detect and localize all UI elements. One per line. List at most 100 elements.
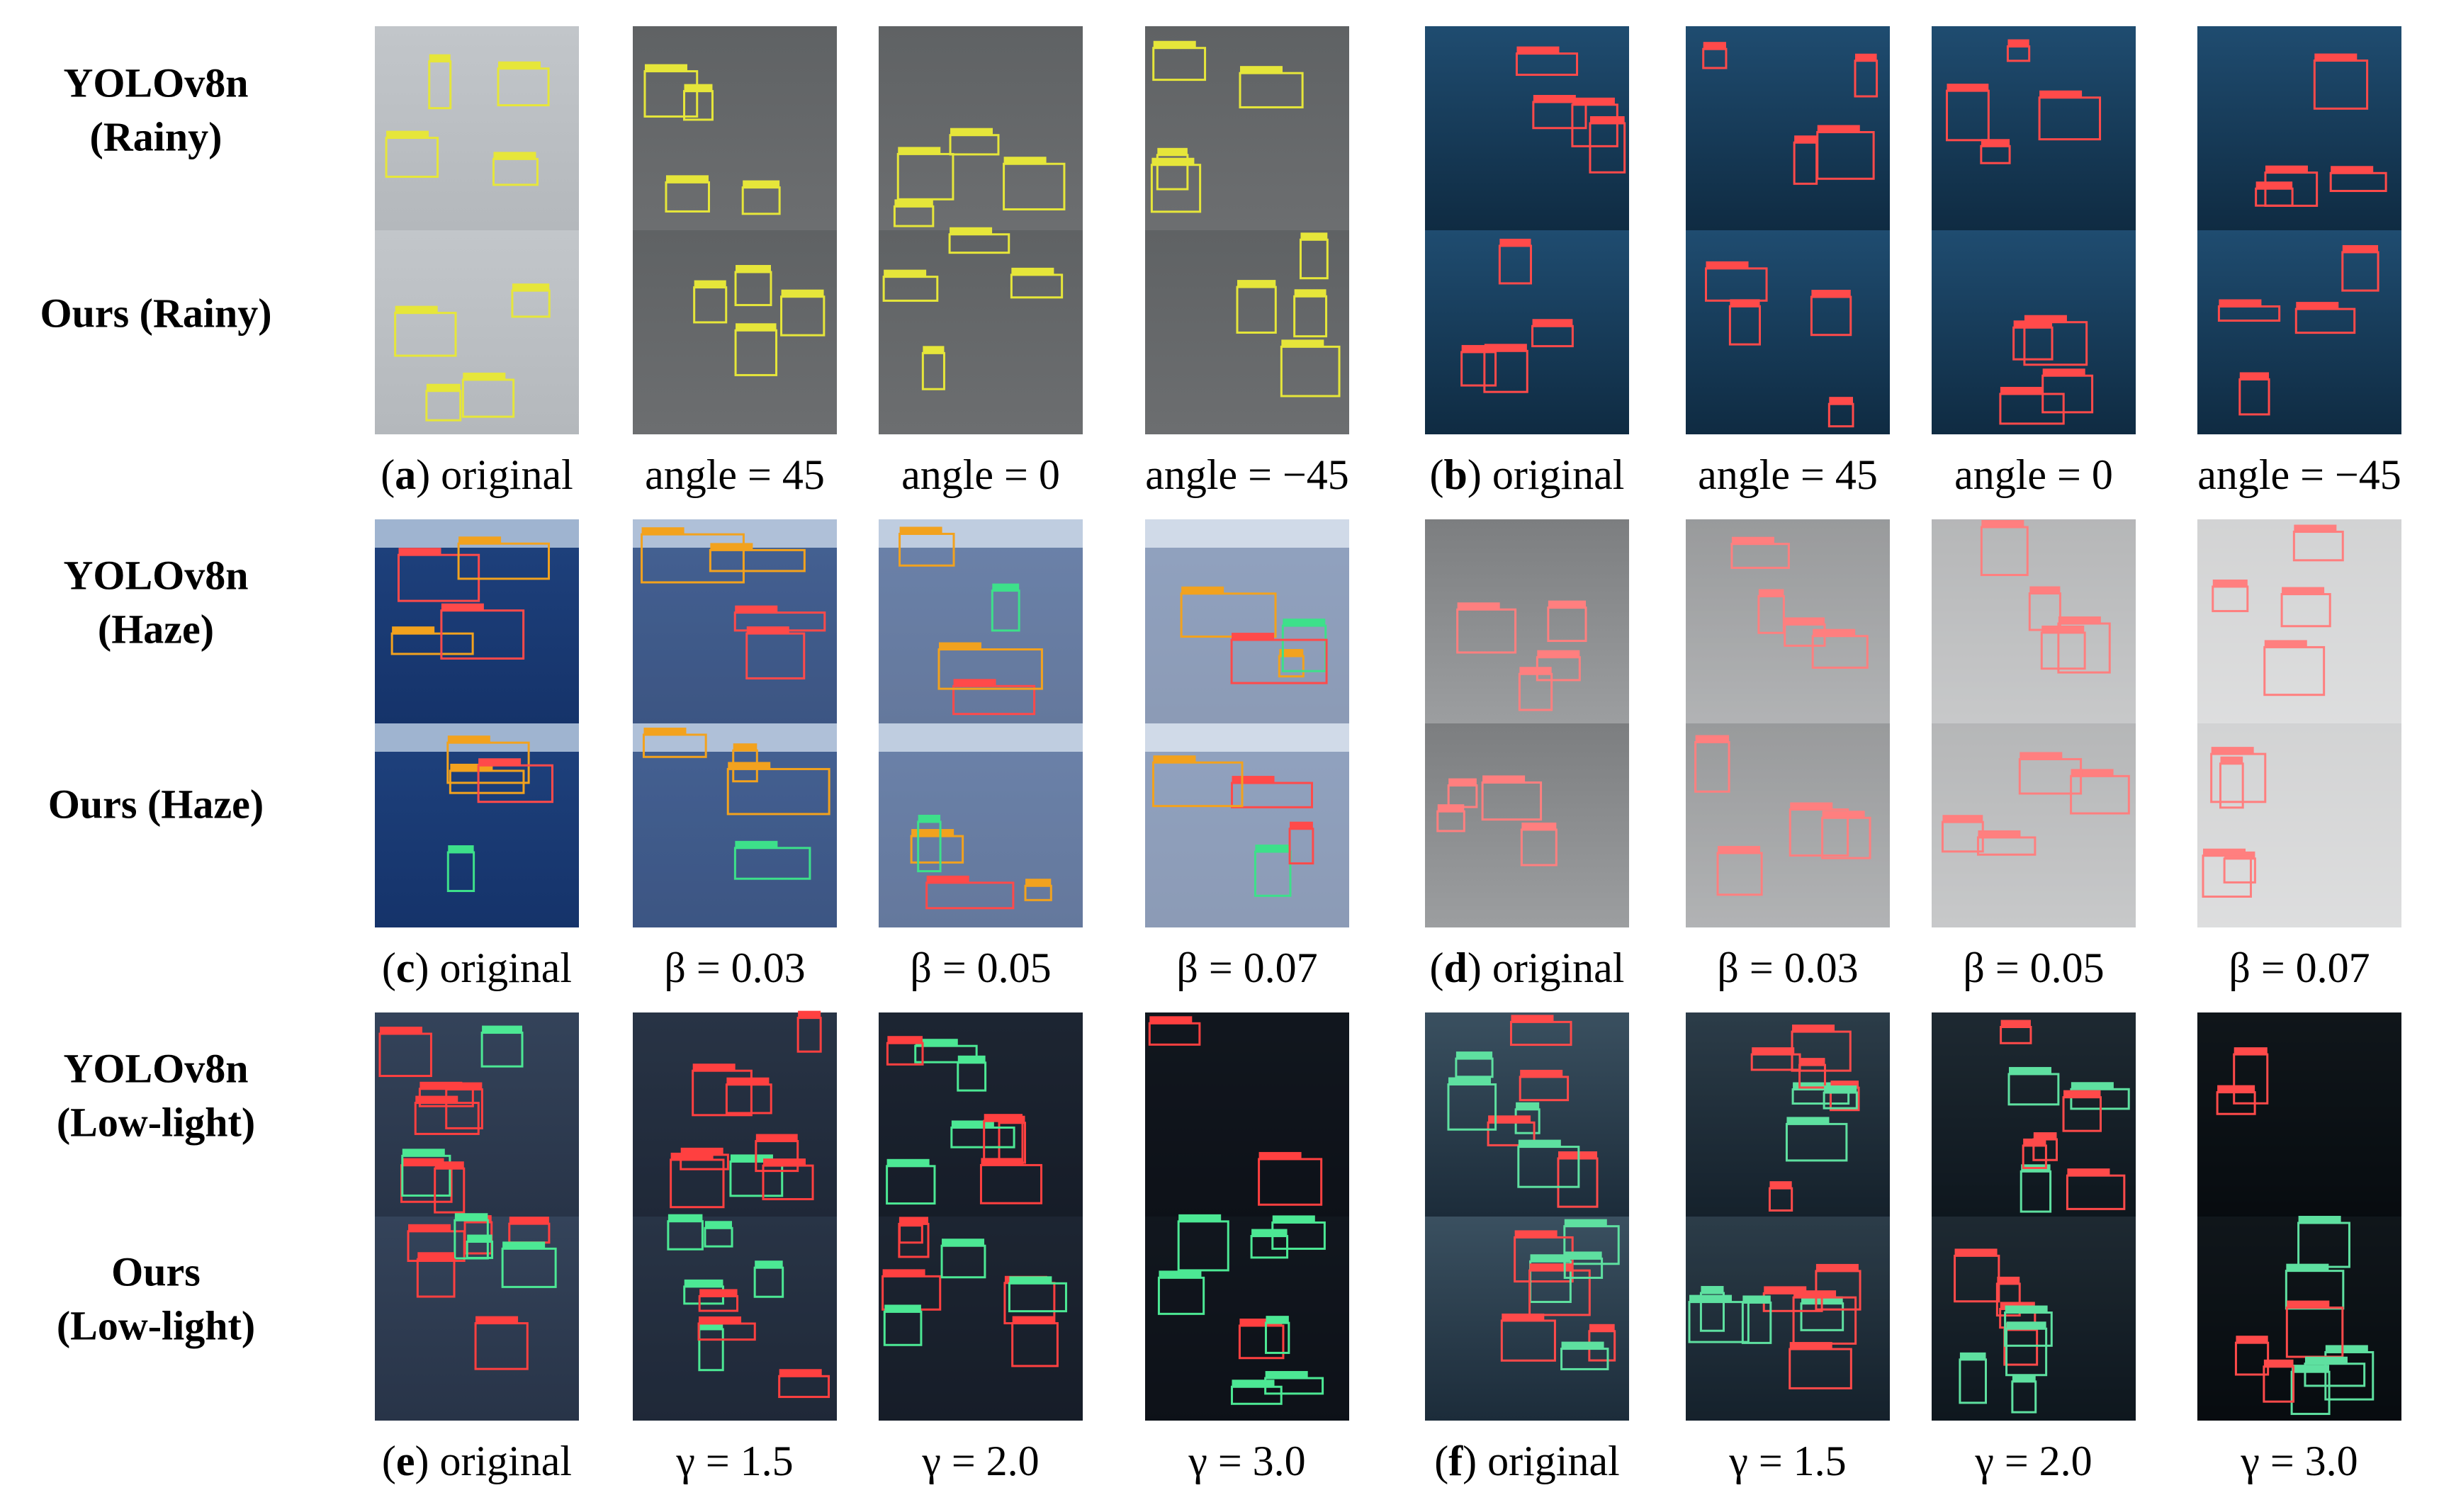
detection-tag (1784, 617, 1825, 625)
detection-tag (1548, 600, 1587, 608)
detection-tag (1530, 1254, 1571, 1262)
detection-tag (1232, 633, 1275, 641)
detection-tag (419, 1081, 463, 1089)
detection-tag (1239, 1319, 1283, 1326)
detection-tag (2331, 166, 2374, 174)
detection-tag (2292, 1365, 2330, 1372)
detection-tag (1003, 157, 1047, 164)
detection-tag (2255, 181, 2293, 189)
detection-tag (2325, 1345, 2368, 1353)
image-overlay (1686, 723, 1890, 927)
caption: angle = 0 (1954, 451, 2113, 498)
detection-tag (1942, 815, 1983, 823)
detection-tag (1561, 1341, 1604, 1349)
caption-part: ( (382, 944, 396, 991)
detection-tag (886, 1158, 930, 1166)
detection-tag (704, 1221, 733, 1229)
image-overlay (2197, 519, 2401, 723)
detection-tag (1239, 66, 1283, 74)
detection-tag (1516, 46, 1560, 54)
detection-tag (726, 1077, 770, 1085)
detection-tag (2298, 1216, 2341, 1224)
detection-tag (1283, 619, 1326, 626)
detection-tag (1978, 830, 2021, 837)
detection-tag (1706, 261, 1749, 269)
caption-part: a (395, 451, 416, 498)
caption: angle = −45 (1145, 451, 1349, 498)
image (375, 230, 579, 434)
row-label: (Haze) (98, 606, 214, 652)
detection-tag (2023, 1138, 2046, 1146)
detection-box (726, 767, 830, 816)
detection-tag (699, 1321, 723, 1329)
detection-tag (447, 735, 490, 743)
detection-tag (1786, 1117, 1830, 1124)
detection-tag (951, 1120, 994, 1128)
image (1425, 1012, 1629, 1217)
detection-tag (2012, 1374, 2036, 1382)
detection-tag (680, 1147, 723, 1155)
image (1425, 26, 1629, 230)
detection-tag (923, 346, 945, 354)
image-overlay (1932, 1012, 2136, 1217)
detection-tag (1947, 84, 1989, 91)
image (375, 723, 579, 927)
detection-tag (1689, 1294, 1733, 1302)
detection-tag (1695, 735, 1730, 743)
detection-tag (2219, 299, 2262, 307)
detection-tag (2314, 53, 2358, 61)
detection-tag (1824, 1085, 1857, 1093)
detection-tag (1516, 1102, 1540, 1110)
detection-tag (1981, 139, 2010, 147)
detection-tag (2287, 1300, 2330, 1308)
detection-tag (2294, 524, 2337, 532)
caption-part: ( (1430, 451, 1444, 498)
caption: (b) original (1430, 451, 1625, 498)
detection-tag (950, 128, 993, 135)
detection-tag (2020, 752, 2063, 760)
detection-tag (735, 605, 778, 613)
detection-tag (395, 305, 438, 313)
detection-tag (1529, 1263, 1572, 1271)
image (1425, 230, 1629, 434)
image (1145, 26, 1349, 230)
detection-tag (493, 152, 536, 159)
detection-tag (2263, 1359, 2294, 1367)
detection-tag (478, 758, 522, 766)
detection-tag (2058, 616, 2101, 624)
detection-tag (736, 264, 771, 272)
detection-tag (498, 61, 541, 69)
detection-tag (379, 1027, 422, 1034)
detection-tag (884, 269, 927, 277)
detection-tag (884, 1304, 921, 1312)
caption-part: c (396, 944, 415, 991)
detection-tag (684, 1279, 723, 1287)
detection-tag (736, 323, 777, 331)
detection-tag (1012, 1316, 1055, 1324)
detection-tag (1564, 1219, 1607, 1226)
detection-tag (1742, 1295, 1771, 1303)
detection-tag (1703, 42, 1726, 50)
detection-tag (1251, 1229, 1288, 1236)
image (1932, 1012, 2136, 1217)
caption-part: ) original (1463, 1438, 1620, 1484)
caption: (a) original (381, 451, 573, 498)
detection-tag (1511, 1015, 1554, 1022)
detection-tag (779, 1369, 822, 1377)
detection-tag (1300, 232, 1328, 240)
detection-tag (950, 227, 993, 235)
detection-tag (2304, 1356, 2348, 1364)
detection-tag (1764, 1286, 1807, 1294)
detection-tag (2063, 1090, 2101, 1098)
detection-tag (1457, 602, 1500, 610)
detection-tag (1718, 845, 1761, 853)
detection-tag (1258, 1151, 1302, 1159)
caption: (c) original (382, 944, 572, 991)
detection-tag (1817, 125, 1860, 132)
sky (879, 723, 1083, 752)
caption: angle = 45 (645, 451, 825, 498)
detection-tag (692, 1064, 736, 1071)
detection-tag (2296, 302, 2339, 310)
detection-tag (1437, 804, 1465, 812)
caption-part: f (1448, 1438, 1463, 1484)
